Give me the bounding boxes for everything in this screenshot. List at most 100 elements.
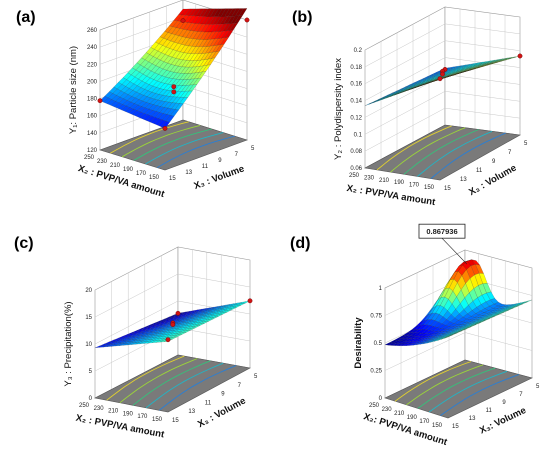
panel-label: (a) [16,9,36,26]
floor-contour [119,358,198,404]
z-tick-label: 20 [85,288,92,294]
x-tick-label: 250 [349,173,360,179]
z-tick-label: 180 [87,97,98,103]
y-tick-label: 9 [221,392,225,398]
z-tick-label: 5 [89,369,93,375]
z-tick-label: 0.08 [350,149,362,155]
floor-contour [158,365,237,411]
y-axis-title: X₃ : Volume [192,163,245,191]
z-axis-title: Y₁: Particle size (nm) [68,46,79,134]
panel-b: 0.2 0.18 0.16 0.14 0.12 0.1 0.08 0.06 150 170 190 2… [292,6,528,208]
floor-contour [406,364,484,406]
y-tick-label: 15 [172,418,179,424]
floor-contour [110,121,189,154]
x-tick-label: 170 [137,414,148,420]
x-tick-label: 210 [108,409,119,415]
z-axis-title: Y₂ : Polydispersity index [333,58,344,160]
panel-label: (b) [292,9,312,26]
z-tick-label: 0 [379,396,383,402]
y-tick-label: 15 [444,186,451,192]
z-tick-label: 0.2 [354,48,363,54]
x-tick-label: 170 [409,183,420,189]
y-tick-label: 11 [476,168,483,174]
floor-contour [430,132,506,179]
x-tick-label: 230 [364,175,375,181]
floor-contour [403,129,479,175]
design-point [244,17,250,23]
design-point [180,18,186,23]
z-tick-label: 0.5 [374,341,383,347]
floor-contour [390,127,466,173]
floor-contour [106,355,185,401]
z-tick-label: 15 [85,315,92,321]
x-tick-label: 250 [369,403,380,409]
panel-label: (d) [290,235,310,252]
z-tick-label: 120 [87,148,98,154]
floor-contour [376,125,452,171]
floor-plane [94,354,251,413]
floor-plane [384,359,533,419]
x-tick-label: 250 [84,155,95,161]
panel-label: (c) [14,235,34,252]
z-tick-label: 0.06 [350,166,362,172]
x-tick-label: 170 [419,419,430,425]
z-tick-label: 160 [87,114,98,120]
floor-contour [133,128,212,161]
z-tick-label: 0.25 [370,369,382,375]
x-tick-label: 250 [79,403,90,409]
z-axis-title: Desirability [353,317,364,369]
wall-gridline [364,91,521,135]
design-point [440,71,445,77]
z-tick-label: 260 [87,28,98,34]
x-tick-label: 230 [94,406,105,412]
x-tick-label: 190 [394,180,405,186]
floor-contour [428,370,508,413]
floor-contour [132,360,211,406]
z-tick-label: 0.16 [350,82,362,88]
design-point [165,337,171,343]
optimum-leader [441,237,468,265]
y-tick-label: 7 [238,383,242,389]
wall-gridline [364,23,521,68]
design-point [247,298,253,304]
y-tick-label: 7 [519,392,523,398]
z-tick-label: 0.18 [350,65,362,71]
z-tick-label: 10 [85,342,92,348]
z-tick-label: 200 [87,79,98,85]
design-point [437,76,443,82]
wall-gridline [364,40,521,84]
z-tick-label: 0 [89,396,93,402]
z-tick-label: 0.14 [350,99,362,105]
floor-plane [99,119,248,171]
y-tick-label: 11 [486,408,493,414]
floor-contour [121,124,201,158]
x-tick-label: 190 [407,415,418,421]
z-axis-title: Y₃ : Precipitation(%) [63,301,74,386]
surface-facet [444,334,453,339]
y-tick-label: 7 [508,150,512,156]
wall-gridline [364,57,521,101]
y-axis-title: X₃ : Volume [467,163,518,198]
y-tick-label: 5 [536,384,540,390]
floor-contour [156,135,235,168]
z-tick-label: 220 [87,62,98,68]
x-tick-label: 230 [97,159,108,165]
floor-contour [145,132,224,165]
design-point [170,322,176,327]
z-tick-label: 1 [379,286,383,292]
z-tick-label: 0.12 [350,115,362,121]
y-tick-label: 5 [524,141,528,147]
z-tick-label: 0.75 [370,314,382,320]
design-point [517,53,523,59]
x-tick-label: 190 [123,411,134,417]
wall-gridline [364,107,521,152]
y-tick-label: 15 [452,424,459,430]
x-tick-label: 210 [379,178,390,184]
floor-contour [394,361,472,402]
y-tick-label: 13 [188,409,195,415]
x-tick-label: 150 [424,185,435,191]
x-axis-title: X₂: PVP/VA amount [362,411,449,448]
optimum-value: 0.867936 [426,227,457,236]
design-point [171,84,177,90]
